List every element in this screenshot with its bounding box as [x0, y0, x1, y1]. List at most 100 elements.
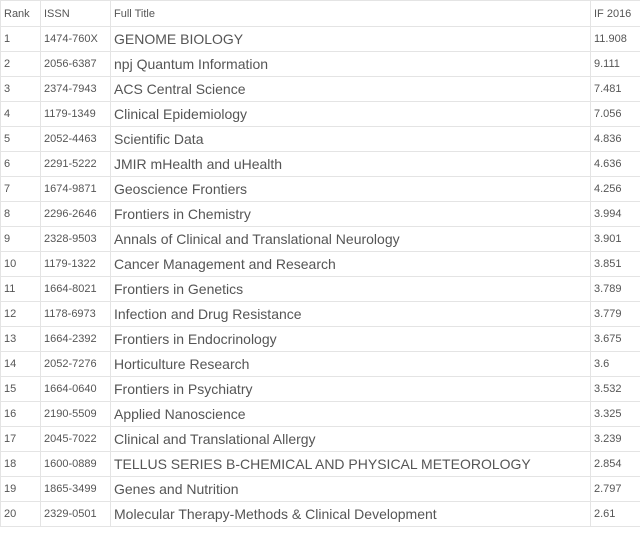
cell-title: JMIR mHealth and uHealth: [111, 152, 591, 177]
cell-title: Horticulture Research: [111, 352, 591, 377]
table-row: 62291-5222JMIR mHealth and uHealth4.636: [1, 152, 640, 177]
cell-title: TELLUS SERIES B-CHEMICAL AND PHYSICAL ME…: [111, 452, 591, 477]
cell-rank: 4: [1, 102, 41, 127]
cell-issn: 1474-760X: [41, 27, 111, 52]
cell-issn: 1179-1322: [41, 252, 111, 277]
cell-issn: 2056-6387: [41, 52, 111, 77]
cell-title: Clinical Epidemiology: [111, 102, 591, 127]
table-header: Rank ISSN Full Title IF 2016: [1, 1, 640, 27]
journal-ranking-table: Rank ISSN Full Title IF 2016 11474-760XG…: [0, 0, 640, 527]
cell-rank: 9: [1, 227, 41, 252]
table-row: 41179-1349Clinical Epidemiology7.056: [1, 102, 640, 127]
cell-issn: 2328-9503: [41, 227, 111, 252]
cell-title: npj Quantum Information: [111, 52, 591, 77]
cell-title: Cancer Management and Research: [111, 252, 591, 277]
cell-if: 2.61: [591, 502, 640, 527]
cell-issn: 1179-1349: [41, 102, 111, 127]
cell-if: 4.836: [591, 127, 640, 152]
cell-issn: 1664-2392: [41, 327, 111, 352]
cell-if: 4.256: [591, 177, 640, 202]
cell-if: 3.6: [591, 352, 640, 377]
cell-issn: 1178-6973: [41, 302, 111, 327]
table-row: 22056-6387npj Quantum Information9.111: [1, 52, 640, 77]
table-row: 191865-3499Genes and Nutrition2.797: [1, 477, 640, 502]
cell-rank: 14: [1, 352, 41, 377]
table-row: 202329-0501Molecular Therapy-Methods & C…: [1, 502, 640, 527]
cell-issn: 2052-4463: [41, 127, 111, 152]
cell-rank: 11: [1, 277, 41, 302]
cell-rank: 1: [1, 27, 41, 52]
cell-rank: 17: [1, 427, 41, 452]
cell-title: Molecular Therapy-Methods & Clinical Dev…: [111, 502, 591, 527]
col-header-rank: Rank: [1, 1, 41, 27]
cell-if: 3.779: [591, 302, 640, 327]
table-row: 172045-7022Clinical and Translational Al…: [1, 427, 640, 452]
cell-rank: 10: [1, 252, 41, 277]
cell-title: Applied Nanoscience: [111, 402, 591, 427]
cell-if: 3.901: [591, 227, 640, 252]
cell-issn: 1600-0889: [41, 452, 111, 477]
cell-if: 3.532: [591, 377, 640, 402]
col-header-issn: ISSN: [41, 1, 111, 27]
table-row: 162190-5509Applied Nanoscience3.325: [1, 402, 640, 427]
cell-issn: 1865-3499: [41, 477, 111, 502]
table-row: 142052-7276Horticulture Research3.6: [1, 352, 640, 377]
table-row: 82296-2646Frontiers in Chemistry3.994: [1, 202, 640, 227]
cell-if: 9.111: [591, 52, 640, 77]
col-header-title: Full Title: [111, 1, 591, 27]
table-row: 11474-760XGENOME BIOLOGY11.908: [1, 27, 640, 52]
cell-if: 7.056: [591, 102, 640, 127]
cell-title: Frontiers in Psychiatry: [111, 377, 591, 402]
cell-rank: 8: [1, 202, 41, 227]
table-row: 32374-7943ACS Central Science7.481: [1, 77, 640, 102]
cell-rank: 19: [1, 477, 41, 502]
cell-if: 2.797: [591, 477, 640, 502]
table-body: 11474-760XGENOME BIOLOGY11.90822056-6387…: [1, 27, 640, 527]
cell-title: Frontiers in Endocrinology: [111, 327, 591, 352]
cell-issn: 1664-8021: [41, 277, 111, 302]
cell-rank: 3: [1, 77, 41, 102]
cell-if: 3.239: [591, 427, 640, 452]
cell-rank: 6: [1, 152, 41, 177]
table-row: 92328-9503Annals of Clinical and Transla…: [1, 227, 640, 252]
cell-title: Frontiers in Genetics: [111, 277, 591, 302]
cell-rank: 18: [1, 452, 41, 477]
table-row: 101179-1322Cancer Management and Researc…: [1, 252, 640, 277]
table-row: 151664-0640Frontiers in Psychiatry3.532: [1, 377, 640, 402]
cell-issn: 2052-7276: [41, 352, 111, 377]
cell-rank: 5: [1, 127, 41, 152]
cell-if: 3.789: [591, 277, 640, 302]
cell-if: 3.851: [591, 252, 640, 277]
cell-title: Frontiers in Chemistry: [111, 202, 591, 227]
cell-if: 11.908: [591, 27, 640, 52]
cell-rank: 7: [1, 177, 41, 202]
table-row: 181600-0889TELLUS SERIES B-CHEMICAL AND …: [1, 452, 640, 477]
cell-rank: 2: [1, 52, 41, 77]
cell-if: 3.325: [591, 402, 640, 427]
table-row: 111664-8021Frontiers in Genetics3.789: [1, 277, 640, 302]
cell-title: ACS Central Science: [111, 77, 591, 102]
cell-issn: 2374-7943: [41, 77, 111, 102]
col-header-if: IF 2016: [591, 1, 640, 27]
cell-issn: 2045-7022: [41, 427, 111, 452]
cell-rank: 13: [1, 327, 41, 352]
table-row: 52052-4463Scientific Data4.836: [1, 127, 640, 152]
cell-title: GENOME BIOLOGY: [111, 27, 591, 52]
cell-rank: 12: [1, 302, 41, 327]
table-row: 121178-6973Infection and Drug Resistance…: [1, 302, 640, 327]
cell-if: 3.675: [591, 327, 640, 352]
table-row: 131664-2392Frontiers in Endocrinology3.6…: [1, 327, 640, 352]
cell-issn: 2190-5509: [41, 402, 111, 427]
cell-issn: 1664-0640: [41, 377, 111, 402]
cell-rank: 15: [1, 377, 41, 402]
cell-title: Infection and Drug Resistance: [111, 302, 591, 327]
cell-issn: 2291-5222: [41, 152, 111, 177]
cell-title: Geoscience Frontiers: [111, 177, 591, 202]
cell-issn: 2329-0501: [41, 502, 111, 527]
cell-if: 3.994: [591, 202, 640, 227]
cell-rank: 20: [1, 502, 41, 527]
cell-issn: 1674-9871: [41, 177, 111, 202]
cell-rank: 16: [1, 402, 41, 427]
cell-if: 2.854: [591, 452, 640, 477]
cell-if: 7.481: [591, 77, 640, 102]
